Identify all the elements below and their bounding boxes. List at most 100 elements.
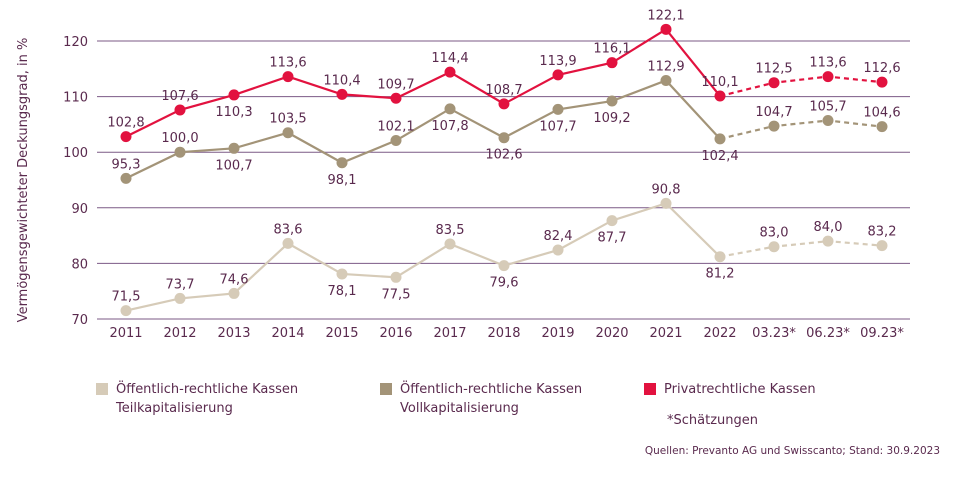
data-label: 110,3 [215,105,252,120]
data-label: 109,2 [593,111,630,126]
data-point [228,89,240,101]
data-label: 100,7 [215,158,252,173]
data-point [282,71,294,83]
data-point [606,57,618,69]
data-label: 84,0 [814,220,843,235]
data-point [822,71,834,83]
data-point [336,157,348,169]
y-tick-label: 120 [63,35,88,50]
data-label: 87,7 [598,231,627,246]
data-label: 105,7 [809,100,846,115]
data-label: 113,6 [269,56,306,71]
data-point [174,146,186,158]
data-point [444,103,456,115]
data-label: 73,7 [166,277,195,292]
data-point [390,135,402,147]
data-label: 74,6 [220,272,249,287]
y-tick-label: 70 [71,313,88,328]
data-label: 110,4 [323,73,360,88]
data-point [336,268,348,280]
data-label: 107,7 [539,119,576,134]
data-point [552,69,564,81]
data-point [822,235,834,247]
source-note: Quellen: Prevanto AG und Swisscanto; Sta… [644,445,940,457]
series-line-estimate-2 [719,75,883,98]
y-tick-label: 100 [63,146,88,161]
x-tick-label: 2018 [487,326,520,341]
legend-item-teilkapitalisierung: Öffentlich-rechtliche Kassen Teilkapital… [96,380,298,418]
data-point [768,120,780,132]
data-point [498,98,510,110]
x-tick-label: 2013 [217,326,250,341]
legend-label-line1: Öffentlich-rechtliche Kassen [400,382,583,397]
data-label: 110,1 [701,75,738,90]
x-tick-label: 2017 [433,326,466,341]
data-label: 83,6 [274,222,303,237]
data-label: 100,0 [161,131,198,146]
data-label: 112,6 [863,61,900,76]
data-label: 114,4 [431,51,468,66]
data-label: 98,1 [328,173,357,188]
data-point [714,90,726,102]
data-label: 83,0 [760,226,789,241]
x-tick-label: 06.23* [806,326,850,341]
data-label: 107,6 [161,89,198,104]
x-tick-label: 2011 [109,326,142,341]
data-label: 83,2 [868,225,897,240]
data-label: 108,7 [485,83,522,98]
data-label: 104,7 [755,105,792,120]
x-tick-label: 2021 [649,326,682,341]
data-label: 83,5 [436,223,465,238]
data-point [876,121,888,133]
legend-label-line1: Öffentlich-rechtliche Kassen [116,382,299,397]
y-axis-label: Vermögensgewichteter Deckungsgrad, in % [16,38,31,323]
legend-item-vollkapitalisierung: Öffentlich-rechtliche Kassen Vollkapital… [380,380,582,418]
x-tick-label: 2014 [271,326,304,341]
legend-swatch [644,383,656,395]
data-label: 90,8 [652,182,681,197]
data-label: 79,6 [490,276,519,291]
data-point [660,23,672,35]
data-label: 77,5 [382,287,411,302]
data-point [552,244,564,256]
legend-label-line2: Vollkapitalisierung [400,401,519,416]
data-point [390,271,402,283]
data-label: 122,1 [647,8,684,23]
series-line-1 [125,79,721,180]
data-point [660,74,672,86]
legend-swatch [96,383,108,395]
x-tick-label: 2020 [595,326,628,341]
x-tick-label: 2022 [703,326,736,341]
x-tick-label: 03.23* [752,326,796,341]
legend-item-privatrechtliche: Privatrechtliche Kassen [644,380,816,399]
data-label: 104,6 [863,106,900,121]
data-point [444,238,456,250]
series-line-0 [125,202,721,312]
data-label: 102,6 [485,148,522,163]
data-point [660,197,672,209]
data-label: 102,8 [107,116,144,131]
y-tick-label: 90 [71,202,88,217]
data-label: 71,5 [112,290,141,305]
data-point [282,127,294,139]
data-point [876,240,888,252]
x-tick-label: 2019 [541,326,574,341]
data-point [120,131,132,143]
x-tick-label: 2015 [325,326,358,341]
data-point [228,287,240,299]
data-point [498,132,510,144]
data-label: 95,3 [112,157,141,172]
data-point [282,237,294,249]
data-label: 81,2 [706,267,735,282]
data-point [120,305,132,317]
data-point [120,172,132,184]
data-point [390,92,402,104]
series-line-estimate-0 [719,240,883,258]
data-label: 112,5 [755,62,792,77]
data-point [174,104,186,116]
data-point [228,142,240,154]
data-point [768,77,780,89]
data-point [876,76,888,88]
legend-label-line1: Privatrechtliche Kassen [664,382,816,397]
data-point [606,215,618,227]
